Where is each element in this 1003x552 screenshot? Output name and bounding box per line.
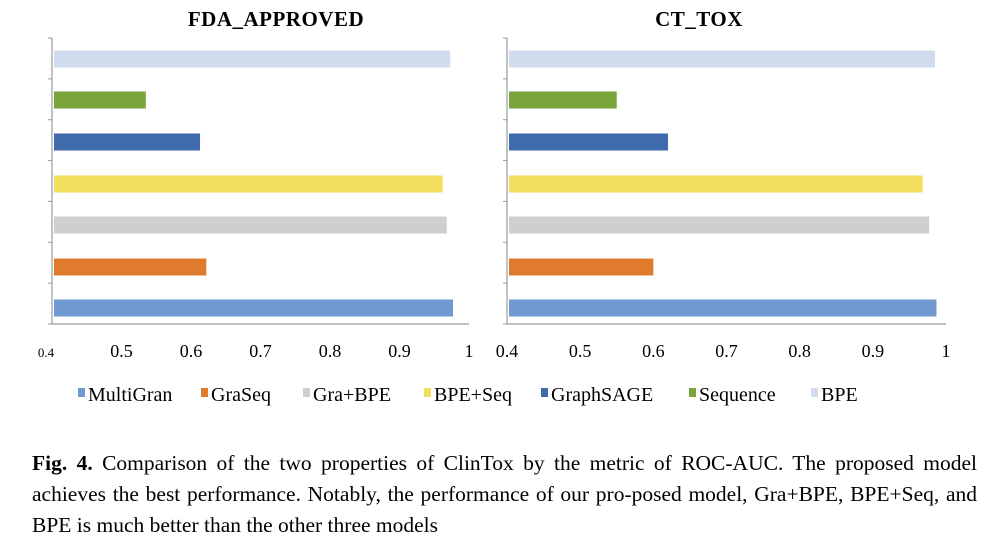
chart-panel-0: FDA_APPROVED 0.4 0.5 0.6 0.7 0.8 0.9 1 MultiGran… xyxy=(38,7,474,361)
legend-label: MultiGran xyxy=(88,384,172,406)
legend-swatch xyxy=(541,388,548,397)
legend-label: GraSeq xyxy=(211,384,271,406)
legend-label: Sequence xyxy=(699,384,776,406)
x-tick-label: 0.7 xyxy=(249,341,272,361)
x-tick-label: 0.7 xyxy=(715,341,738,361)
legend-swatch xyxy=(201,388,208,397)
legend-swatch xyxy=(303,388,310,397)
bar-graphsage: GraphSAGE: 0.62 xyxy=(509,133,668,151)
x-tick-label: 0.6 xyxy=(180,341,203,361)
x-tick-label: 0.6 xyxy=(642,341,665,361)
bar-gra-bpe: Gra+BPE: 0.977 xyxy=(509,216,930,234)
chart-title: CT_TOX xyxy=(655,7,743,31)
figure-caption: Fig. 4. Comparison of the two properties… xyxy=(32,448,977,541)
bar-multigran: MultiGran: 0.987 xyxy=(509,299,937,317)
legend-label: BPE+Seq xyxy=(434,384,512,406)
x-tick-label: 0.4 xyxy=(496,341,519,361)
x-tick-label: 1 xyxy=(465,341,474,361)
chart-title: FDA_APPROVED xyxy=(188,7,364,31)
bar-bpe: BPE: 0.973 xyxy=(54,50,451,68)
bar-graseq: GraSeq: 0.622 xyxy=(54,258,207,276)
x-tick-label: 0.4 xyxy=(38,345,55,360)
legend-swatch xyxy=(689,388,696,397)
x-tick-label: 0.8 xyxy=(788,341,811,361)
bar-gra-bpe: Gra+BPE: 0.968 xyxy=(54,216,447,234)
bar-multigran: MultiGran: 0.977 xyxy=(54,299,454,317)
legend-label: GraphSAGE xyxy=(551,384,653,406)
chart-panel-1: CT_TOX 0.4 0.5 0.6 0.7 0.8 0.9 1 MultiGran: 0.98… xyxy=(496,7,951,361)
bar-graphsage: GraphSAGE: 0.613 xyxy=(54,133,201,151)
chart-legend: MultiGran GraSeq Gra+BPE BPE+Seq GraphSAGE Se… xyxy=(78,384,858,406)
chart-panels: FDA_APPROVED 0.4 0.5 0.6 0.7 0.8 0.9 1 MultiGran… xyxy=(38,7,951,361)
x-tick-label: 0.5 xyxy=(569,341,592,361)
bar-sequence: Sequence: 0.535 xyxy=(54,91,146,109)
bar-bpe-seq: BPE+Seq: 0.968 xyxy=(509,175,923,193)
legend-swatch xyxy=(78,388,85,397)
legend-label: BPE xyxy=(821,384,858,406)
legend-swatch xyxy=(811,388,818,397)
x-tick-label: 0.8 xyxy=(319,341,342,361)
bar-bpe: BPE: 0.985 xyxy=(509,50,936,68)
x-tick-label: 0.9 xyxy=(862,341,885,361)
caption-text: Comparison of the two properties of Clin… xyxy=(32,451,977,537)
x-tick-label: 0.5 xyxy=(110,341,133,361)
caption-label: Fig. 4. xyxy=(32,451,93,475)
bar-bpe-seq: BPE+Seq: 0.962 xyxy=(54,175,443,193)
legend-swatch xyxy=(424,388,431,397)
legend-label: Gra+BPE xyxy=(313,384,391,406)
bar-sequence: Sequence: 0.55 xyxy=(509,91,617,109)
x-tick-label: 0.9 xyxy=(388,341,411,361)
x-tick-label: 1 xyxy=(942,341,951,361)
bar-graseq: GraSeq: 0.6 xyxy=(509,258,654,276)
